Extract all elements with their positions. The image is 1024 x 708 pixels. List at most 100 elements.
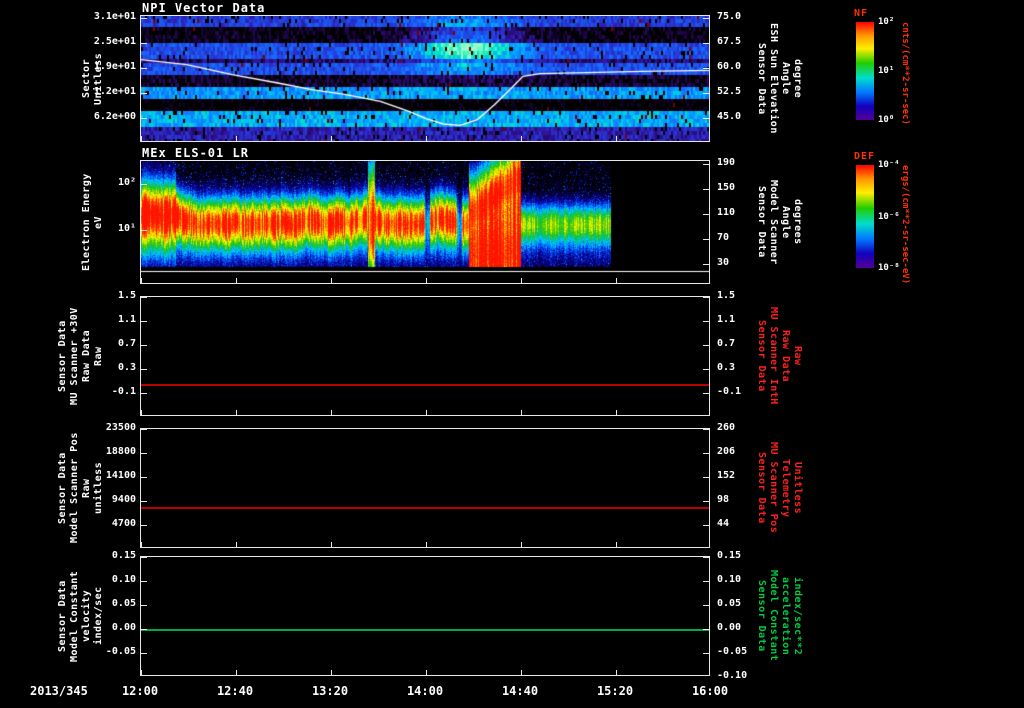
axis-label-line: MU Scanner IntH	[768, 307, 779, 405]
x-tick-mark	[331, 542, 332, 547]
y-tick-label: 0.10	[717, 574, 742, 585]
x-axis: 12:00 12:40 13:20 14:00 14:40 15:20 16:00	[0, 684, 1024, 706]
y-tick-label: 152	[717, 470, 736, 481]
y-tick-mark	[141, 525, 147, 526]
axis-label-line: ESH Sun Elevation	[768, 23, 779, 134]
y-tick-label: 0.3	[717, 362, 736, 373]
y-tick-mark	[141, 43, 147, 44]
axis-label-line: Sensor Data	[756, 186, 767, 258]
x-tick-mark	[141, 278, 142, 283]
y-tick-label: 1.5	[117, 290, 136, 301]
y-tick-mark	[141, 393, 147, 394]
x-tick-label: 12:00	[121, 684, 159, 698]
axis-label-line: Raw	[792, 346, 803, 366]
y-tick-label: 45.0	[717, 111, 742, 122]
x-tick-mark	[236, 136, 237, 141]
axis-label-line: acceleration	[780, 576, 791, 656]
axis-label-line: degree	[792, 58, 803, 99]
axis-label-line: Angle	[780, 205, 791, 239]
x-axis-date-label: 2013/345	[30, 684, 88, 698]
y-tick-mark	[141, 18, 147, 19]
y-tick-mark	[703, 453, 709, 454]
y-tick-mark	[703, 264, 709, 265]
y-tick-mark	[141, 68, 147, 69]
x-tick-mark	[426, 136, 427, 141]
axis-label-line: MU Scanner Pos	[768, 442, 779, 534]
y-tick-label: 3.1e+01	[93, 11, 136, 23]
data-line	[141, 629, 709, 631]
y-tick-mark	[703, 581, 709, 582]
colorbar-def: DEF ergs/(cm**2-sr-sec-eV) 10⁻⁴ 10⁻⁶ 10⁻⁸	[852, 151, 930, 285]
x-tick-mark	[236, 278, 237, 283]
y-tick-label: 110	[717, 206, 736, 218]
colorbar-nf: NF cnts/(cm**2-sr-sec) 10² 10¹ 10⁰	[852, 8, 930, 142]
right-axis-label: Sensor Data MU Scanner IntH Raw Data Raw	[756, 296, 818, 416]
colorbar-tick-label: 10²	[878, 17, 895, 27]
y-tick-mark	[703, 214, 709, 215]
plot-area	[140, 296, 710, 416]
x-tick-mark	[331, 136, 332, 141]
plot-area	[140, 556, 710, 676]
right-axis-label: Sensor Data Model Constant acceleration ind…	[756, 556, 818, 676]
y-tick-mark	[703, 297, 709, 298]
right-axis-label: Sensor Data ESH Sun Elevation Angle degree	[756, 15, 818, 142]
y-tick-label: 10²	[117, 177, 136, 189]
colorbar-def-gradient	[856, 165, 874, 268]
x-tick-mark	[331, 670, 332, 675]
y-tick-mark	[703, 93, 709, 94]
plot-area	[140, 15, 710, 142]
left-axis-label: Sensor Data Model Constant velocity index/s…	[24, 556, 104, 676]
x-tick-mark	[236, 542, 237, 547]
y-tick-label: 0.7	[717, 338, 736, 349]
y-tick-label: 1.2e+01	[93, 86, 136, 97]
axis-label-line: Sensor Data	[756, 580, 767, 652]
x-tick-mark	[331, 278, 332, 283]
y-tick-label: 67.5	[717, 36, 742, 47]
x-tick-label: 13:20	[311, 684, 349, 698]
colorbar-tick-label: 10¹	[878, 66, 895, 76]
y-tick-mark	[141, 321, 147, 322]
x-tick-mark	[141, 542, 142, 547]
axis-label-line: velocity	[81, 589, 92, 643]
y-tick-label: 60.0	[717, 61, 742, 72]
y-tick-label: 0.05	[717, 598, 742, 609]
x-tick-mark	[616, 136, 617, 141]
x-tick-mark	[426, 278, 427, 283]
y-tick-label: 0.15	[717, 550, 742, 561]
axis-label-line: Sensor Data	[756, 452, 767, 524]
colorbar-tick-label: 10⁻⁸	[878, 263, 900, 273]
x-tick-mark	[616, 670, 617, 675]
y-tick-label: 14100	[105, 470, 136, 481]
y-tick-label: 98	[717, 494, 730, 505]
axis-label-line: index/sec	[93, 586, 104, 646]
y-tick-label: 260	[717, 422, 736, 433]
axis-label-line: Model Constant	[69, 570, 80, 662]
plot-area	[140, 160, 710, 284]
x-tick-mark	[616, 542, 617, 547]
data-line	[141, 507, 709, 509]
y-tick-mark	[141, 93, 147, 94]
y-tick-label: 1.5	[717, 290, 736, 301]
y-tick-label: 0.3	[117, 362, 136, 373]
y-tick-mark	[141, 345, 147, 346]
y-tick-mark	[703, 118, 709, 119]
colorbar-nf-gradient	[856, 22, 874, 120]
x-tick-mark	[426, 670, 427, 675]
y-tick-mark	[703, 429, 709, 430]
y-tick-label: 9400	[111, 494, 136, 505]
x-tick-mark	[426, 410, 427, 415]
y-tick-label: -0.1	[717, 386, 742, 397]
els-spectrogram-canvas	[141, 161, 709, 283]
x-tick-mark	[236, 410, 237, 415]
y-tick-label: 150	[717, 181, 736, 193]
y-tick-mark	[141, 453, 147, 454]
panel-title: MEx ELS-01 LR	[142, 146, 249, 160]
y-tick-mark	[703, 653, 709, 654]
x-tick-label: 16:00	[691, 684, 729, 698]
y-tick-mark	[141, 297, 147, 298]
